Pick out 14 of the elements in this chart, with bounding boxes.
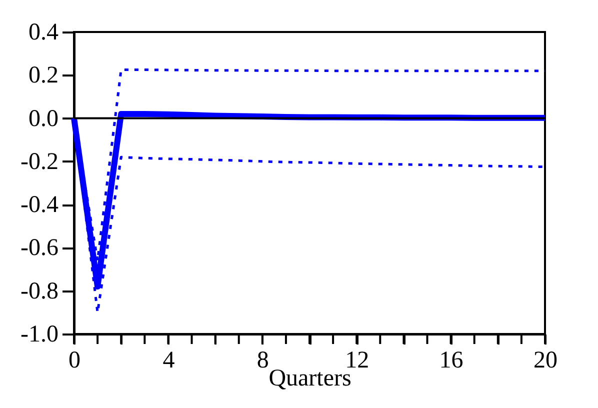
x-tick-label: 8 xyxy=(256,348,269,374)
y-tick-label: -1.0 xyxy=(20,322,58,348)
x-tick-label: 12 xyxy=(345,348,370,374)
x-tick-label: 0 xyxy=(68,348,80,374)
y-tick-label: 0.2 xyxy=(28,62,58,89)
y-tick-label: 0.4 xyxy=(28,20,58,46)
y-tick-label: -0.4 xyxy=(20,192,58,218)
y-tick-label: -0.2 xyxy=(20,148,58,175)
y-tick-label: -0.8 xyxy=(20,278,58,304)
x-tick-label: 20 xyxy=(534,348,558,374)
x-tick-label: 4 xyxy=(162,348,175,374)
y-tick-label: 0.0 xyxy=(28,106,58,132)
x-tick-label: 16 xyxy=(439,348,464,374)
y-tick-label: -0.6 xyxy=(20,235,58,262)
